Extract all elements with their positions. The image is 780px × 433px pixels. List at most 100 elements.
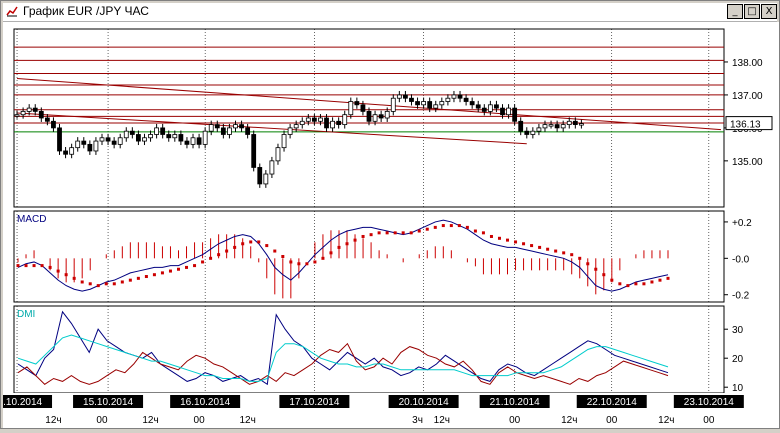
candle-body	[202, 130, 208, 145]
macd-tick-label: +0.2	[732, 218, 752, 229]
close-button[interactable]: X	[761, 4, 777, 19]
indicator-charts[interactable]: 138.00137.00136.00135.00136.13+0.2-0.0-0…	[0, 22, 779, 428]
macd-signal-dot	[48, 265, 52, 269]
macd-signal-dot	[578, 256, 582, 260]
macd-signal-dot	[361, 234, 365, 238]
macd-signal-dot	[514, 240, 518, 244]
candle-body	[142, 137, 147, 142]
candle-body	[342, 114, 348, 125]
macd-signal-dot	[626, 284, 630, 288]
macd-signal-dot	[265, 244, 269, 248]
macd-signal-dot	[570, 253, 574, 257]
candle-body	[51, 120, 56, 129]
macd-signal-dot	[409, 231, 413, 235]
candle-body	[560, 124, 566, 129]
candle-body	[111, 140, 117, 145]
dmi-tick-label: 10	[732, 383, 744, 394]
title-bar[interactable]: График EUR /JPY ЧАС _ □ X	[3, 3, 777, 22]
macd-signal-dot	[602, 273, 606, 277]
macd-signal-dot	[417, 229, 421, 233]
macd-signal-dot	[289, 260, 293, 264]
candle-body	[554, 124, 560, 129]
candle-body	[451, 94, 457, 99]
hour-label: 00	[509, 415, 521, 426]
macd-signal-dot	[473, 229, 477, 233]
candle-body	[469, 101, 475, 106]
candle-body	[348, 101, 354, 116]
macd-signal-dot	[337, 245, 341, 249]
dmi-tick-label: 20	[732, 354, 744, 365]
candle-body	[14, 114, 20, 117]
macd-signal-dot	[96, 284, 100, 288]
dmi-minus-line	[17, 342, 669, 385]
candle-body	[384, 111, 390, 119]
minimize-button[interactable]: _	[727, 4, 743, 19]
macd-tick-label: -0.2	[732, 291, 750, 302]
macd-label: MACD	[17, 214, 46, 225]
candle-body	[378, 114, 384, 119]
macd-signal-dot	[144, 275, 148, 279]
dmi-tick-label: 30	[732, 325, 744, 336]
date-label-box	[673, 395, 744, 408]
date-label: 16.10.2014	[180, 397, 230, 408]
candle-body	[536, 127, 542, 132]
macd-signal-dot	[176, 267, 180, 271]
macd-signal-dot	[449, 224, 453, 228]
candle-body	[500, 107, 505, 116]
macd-signal-dot	[642, 282, 646, 286]
price-tick-label: 138.00	[732, 58, 763, 69]
macd-signal-dot	[618, 282, 622, 286]
chart-area[interactable]: 138.00137.00136.00135.00136.13+0.2-0.0-0…	[0, 22, 779, 428]
candle-body	[524, 130, 530, 135]
hour-label: 12ч	[561, 415, 577, 426]
candle-body	[487, 104, 493, 112]
macd-signal-dot	[530, 244, 534, 248]
date-label-box	[479, 395, 550, 408]
candle-body	[366, 111, 372, 122]
candle-body	[305, 117, 311, 122]
candle-body	[457, 94, 463, 99]
candle-body	[251, 134, 257, 168]
candle-body	[396, 94, 402, 99]
maximize-button[interactable]: □	[744, 4, 760, 19]
macd-signal-dot	[666, 276, 670, 280]
hour-label: 12ч	[434, 415, 450, 426]
candle-body	[330, 120, 335, 129]
macd-signal-dot	[152, 273, 156, 277]
candle-body	[20, 111, 26, 116]
candle-body	[530, 130, 536, 135]
candle-body	[281, 134, 287, 149]
candle-body	[269, 160, 275, 175]
macd-signal-dot	[610, 278, 614, 282]
candle-body	[214, 124, 220, 129]
macd-signal-dot	[257, 240, 261, 244]
macd-signal-dot	[209, 256, 213, 260]
hour-label: 3ч	[412, 415, 423, 426]
candle-body	[390, 97, 396, 112]
macd-line	[17, 219, 669, 292]
candle-body	[433, 104, 439, 109]
macd-signal-dot	[385, 231, 389, 235]
macd-signal-dot	[489, 234, 493, 238]
macd-signal-dot	[104, 282, 108, 286]
candle-body	[69, 147, 75, 155]
macd-signal-dot	[40, 264, 44, 268]
macd-signal-dot	[233, 245, 237, 249]
candle-body	[403, 94, 408, 99]
candle-body	[445, 97, 451, 102]
candle-body	[81, 140, 87, 145]
macd-panel[interactable]	[13, 210, 725, 303]
candle-body	[275, 147, 281, 162]
candle-body	[439, 101, 445, 106]
candle-body	[136, 134, 141, 142]
candle-body	[26, 107, 32, 112]
date-label-box	[73, 395, 144, 408]
macd-signal-dot	[345, 242, 349, 246]
candle-body	[245, 127, 251, 135]
candle-body	[123, 130, 129, 139]
candle-body	[463, 97, 469, 102]
candle-body	[293, 124, 299, 129]
macd-signal-dot	[353, 238, 357, 242]
candle-body	[481, 107, 487, 112]
macd-signal-dot	[217, 253, 221, 257]
